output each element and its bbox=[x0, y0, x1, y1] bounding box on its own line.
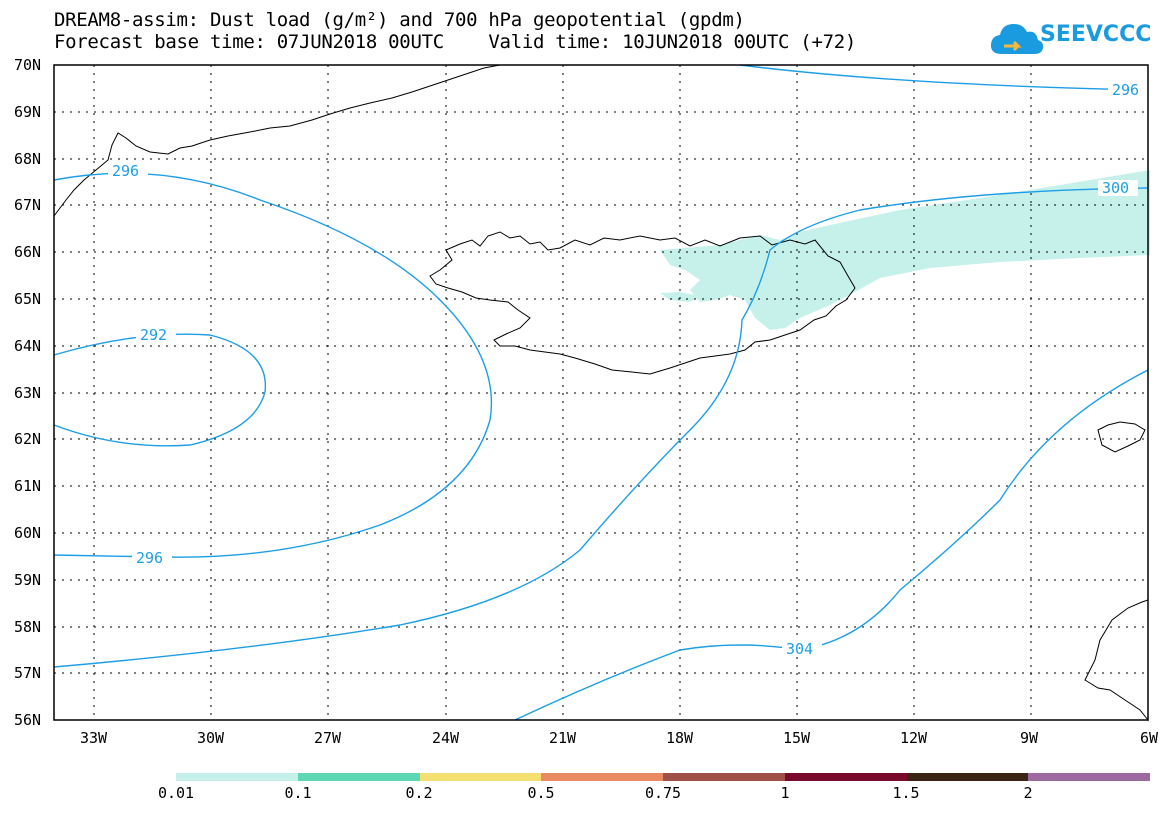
lon-label: 33W bbox=[80, 729, 108, 747]
lat-label: 63N bbox=[14, 384, 41, 402]
contour-label: 296 bbox=[112, 162, 139, 180]
colorbar-label: 0.5 bbox=[527, 784, 555, 802]
scotland-coast bbox=[1084, 599, 1149, 722]
colorbar-segment bbox=[297, 773, 420, 781]
colorbar-segment bbox=[906, 773, 1029, 781]
map-frame bbox=[53, 64, 1149, 721]
colorbar-label: 0.01 bbox=[157, 784, 195, 802]
greenland-coast bbox=[53, 64, 501, 217]
colorbar-label: 2 bbox=[1023, 784, 1033, 802]
lon-label: 15W bbox=[783, 729, 811, 747]
lon-label: 12W bbox=[900, 729, 928, 747]
lat-label: 65N bbox=[14, 290, 41, 308]
lon-label: 9W bbox=[1020, 729, 1039, 747]
colorbar-label: 1.5 bbox=[892, 784, 920, 802]
lat-label: 69N bbox=[14, 103, 41, 121]
contour-304 bbox=[514, 369, 1149, 721]
lat-label: 64N bbox=[14, 337, 41, 355]
lat-label: 58N bbox=[14, 618, 41, 636]
contour-label: 300 bbox=[1102, 179, 1129, 197]
chart-title-line-2: Forecast base time: 07JUN2018 00UTC Vali… bbox=[54, 31, 857, 53]
lon-label: 24W bbox=[432, 729, 460, 747]
colorbar-segment bbox=[784, 773, 907, 781]
lat-labels: 70N 69N 68N 67N 66N 65N 64N 63N 62N 61N … bbox=[14, 56, 41, 729]
lon-label: 30W bbox=[197, 729, 225, 747]
contour-label: 296 bbox=[136, 549, 163, 567]
lon-labels: 33W 30W 27W 24W 21W 18W 15W 12W 9W 6W bbox=[80, 729, 1159, 747]
colorbar-segment bbox=[541, 773, 663, 781]
colorbar bbox=[176, 773, 1150, 781]
colorbar-label: 0.75 bbox=[644, 784, 682, 802]
lat-label: 66N bbox=[14, 243, 41, 261]
contour-labels: 296 296 292 296 300 304 bbox=[108, 81, 1148, 658]
lat-label: 56N bbox=[14, 711, 41, 729]
iceland-coast bbox=[429, 231, 856, 375]
dust-area bbox=[660, 170, 1150, 330]
logo-text: SEEVCCC bbox=[1040, 22, 1152, 47]
lat-label: 57N bbox=[14, 664, 41, 682]
contour-label: 304 bbox=[786, 640, 813, 658]
contour-296-west bbox=[53, 172, 493, 558]
lat-label: 70N bbox=[14, 56, 41, 74]
colorbar-label: 0.2 bbox=[405, 784, 433, 802]
contour-label: 292 bbox=[140, 326, 167, 344]
contour-292 bbox=[53, 333, 267, 447]
lon-label: 27W bbox=[314, 729, 342, 747]
faroe-coast bbox=[1097, 421, 1146, 453]
coastlines bbox=[53, 64, 1149, 722]
contours bbox=[53, 64, 1149, 721]
colorbar-segment bbox=[176, 773, 298, 781]
contour-296-north bbox=[739, 64, 1149, 91]
lon-label: 6W bbox=[1140, 729, 1159, 747]
lat-label: 61N bbox=[14, 477, 41, 495]
lat-label: 59N bbox=[14, 571, 41, 589]
colorbar-label: 0.1 bbox=[284, 784, 312, 802]
colorbar-label: 1 bbox=[780, 784, 790, 802]
contour-label: 296 bbox=[1112, 81, 1139, 99]
colorbar-segment bbox=[1028, 773, 1150, 781]
colorbar-segment bbox=[663, 773, 785, 781]
lat-label: 62N bbox=[14, 430, 41, 448]
lon-label: 21W bbox=[549, 729, 577, 747]
lat-label: 68N bbox=[14, 150, 41, 168]
lon-label: 18W bbox=[666, 729, 694, 747]
contour-300 bbox=[53, 187, 1149, 668]
colorbar-segment bbox=[419, 773, 542, 781]
grid-lines bbox=[54, 65, 1148, 720]
cloud-icon bbox=[990, 24, 1044, 54]
chart-title-line-1: DREAM8-assim: Dust load (g/m²) and 700 h… bbox=[54, 9, 745, 31]
lat-label: 60N bbox=[14, 524, 41, 542]
lat-label: 67N bbox=[14, 196, 41, 214]
